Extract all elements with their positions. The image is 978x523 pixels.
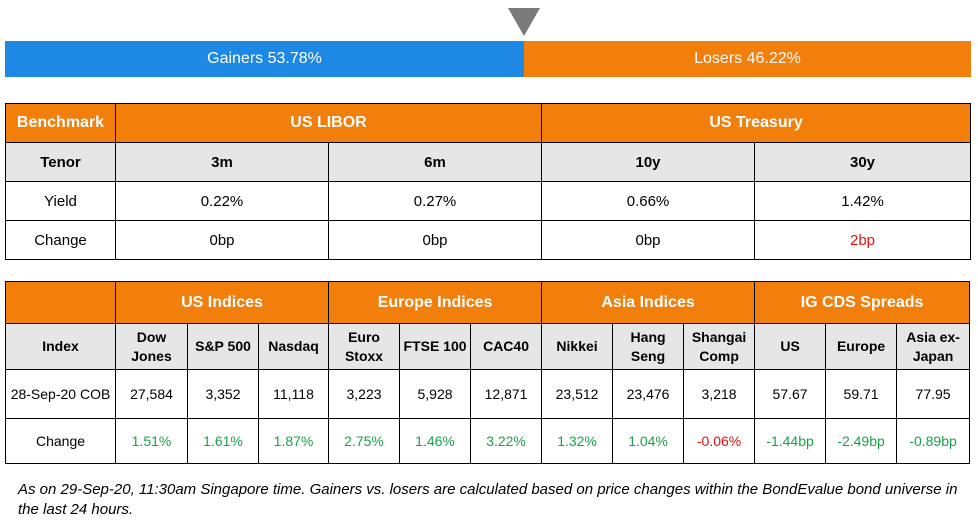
index-change-cell: -2.49bp	[825, 418, 898, 464]
column-header-line: Dow	[136, 328, 167, 345]
us-libor-header: US LIBOR	[114, 103, 543, 143]
column-header-line: Seng	[630, 347, 666, 364]
tenor-cell: 3m	[115, 142, 329, 182]
index-column-header: Hang Seng	[612, 323, 685, 370]
index-column-header: Asia ex- Japan	[896, 323, 971, 370]
europe-indices-header: Europe Indices	[328, 281, 543, 324]
ig-cds-header: IG CDS Spreads	[754, 281, 971, 324]
index-column-header: Euro Stoxx	[328, 323, 401, 370]
column-header-line: FTSE 100	[403, 338, 467, 354]
column-header-line: CAC40	[483, 338, 529, 354]
index-column-header: FTSE 100	[399, 323, 472, 370]
index-column-header: Nikkei	[541, 323, 614, 370]
index-change-cell: -1.44bp	[754, 418, 827, 464]
index-change-cell: 1.32%	[541, 418, 614, 464]
yield-cell: 0.22%	[115, 181, 329, 221]
index-value-cell: 27,584	[115, 369, 188, 419]
index-value-cell: 3,223	[328, 369, 401, 419]
column-header-line: Japan	[912, 347, 954, 364]
asia-indices-header: Asia Indices	[541, 281, 756, 324]
index-column-header: CAC40	[470, 323, 543, 370]
change-cell: 0bp	[327, 220, 543, 260]
column-header-line: Asia ex-	[906, 328, 960, 345]
yield-cell: 0.66%	[541, 181, 756, 221]
index-change-cell: -0.06%	[683, 418, 756, 464]
index-value-cell: 59.71	[825, 369, 898, 419]
yield-label: Yield	[5, 181, 116, 221]
yield-cell: 1.42%	[754, 181, 972, 221]
tenor-cell: 10y	[541, 142, 756, 182]
index-change-cell: 3.22%	[470, 418, 543, 464]
index-change-cell: 1.61%	[187, 418, 259, 464]
index-value-cell: 11,118	[257, 369, 330, 419]
index-value-cell: 23,512	[541, 369, 614, 419]
column-header-line: Hang	[630, 328, 666, 345]
column-header-line: Nikkei	[556, 338, 598, 354]
pointer-marker	[508, 8, 540, 36]
column-header-line: Comp	[699, 347, 739, 364]
indices-table: US Indices Europe Indices Asia Indices I…	[5, 281, 971, 464]
index-column-header: S&P 500	[187, 323, 259, 370]
index-value-cell: 3,352	[187, 369, 259, 419]
index-value-cell: 3,218	[683, 369, 756, 419]
tenor-label: Tenor	[5, 142, 116, 182]
losers-segment: Losers 46.22%	[524, 41, 971, 77]
index-column-header: Shangai Comp	[683, 323, 756, 370]
index-change-cell: -0.89bp	[896, 418, 971, 464]
column-header-line: S&P 500	[195, 338, 251, 354]
change-label: Change	[5, 418, 116, 464]
index-change-cell: 1.51%	[115, 418, 188, 464]
column-header-line: Euro	[348, 328, 380, 345]
column-header-line: Europe	[836, 338, 886, 354]
rates-table: Benchmark US LIBOR US Treasury Tenor 3m …	[5, 103, 972, 260]
index-change-cell: 1.87%	[257, 418, 330, 464]
date-label: 28-Sep-20 COB	[5, 369, 116, 419]
yield-cell: 0.27%	[327, 181, 543, 221]
tenor-cell: 6m	[327, 142, 543, 182]
index-value-cell: 57.67	[754, 369, 827, 419]
column-header-line: Jones	[131, 347, 172, 364]
column-header-line: Stoxx	[344, 347, 384, 364]
column-header-line: Nasdaq	[268, 338, 319, 354]
corner-cell	[5, 281, 116, 324]
index-column-header: Nasdaq	[257, 323, 330, 370]
column-header-line: Shangai	[691, 328, 747, 345]
us-indices-header: US Indices	[114, 281, 330, 324]
index-value-cell: 5,928	[399, 369, 472, 419]
column-header-line: US	[780, 338, 800, 354]
gainers-losers-bar: Gainers 53.78% Losers 46.22%	[5, 41, 971, 77]
index-column-header: Dow Jones	[115, 323, 188, 370]
index-column-header: US	[754, 323, 827, 370]
tenor-cell: 30y	[754, 142, 972, 182]
footnote: As on 29-Sep-20, 11:30am Singapore time.…	[18, 481, 958, 518]
index-value-cell: 23,476	[612, 369, 685, 419]
us-treasury-header: US Treasury	[541, 103, 972, 143]
index-column-header: Europe	[825, 323, 898, 370]
change-cell: 2bp	[754, 220, 972, 260]
change-label: Change	[5, 220, 116, 260]
index-label: Index	[5, 323, 116, 370]
index-change-cell: 1.04%	[612, 418, 685, 464]
index-change-cell: 1.46%	[399, 418, 472, 464]
change-cell: 0bp	[115, 220, 329, 260]
gainers-segment: Gainers 53.78%	[5, 41, 524, 77]
benchmark-header: Benchmark	[5, 103, 116, 143]
change-cell: 0bp	[541, 220, 756, 260]
index-value-cell: 12,871	[470, 369, 543, 419]
index-change-cell: 2.75%	[328, 418, 401, 464]
index-value-cell: 77.95	[896, 369, 971, 419]
